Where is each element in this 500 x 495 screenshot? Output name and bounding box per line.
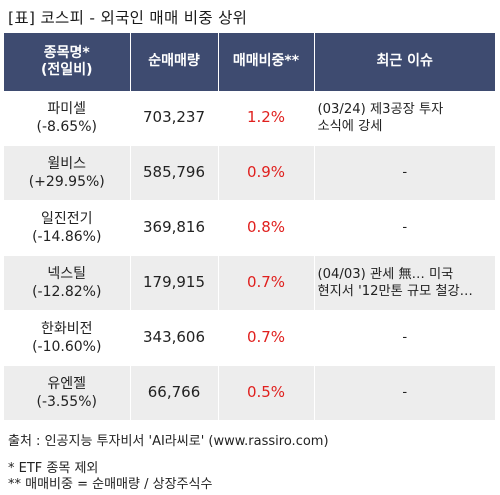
table-row: 파미셀 (-8.65%) 703,237 1.2% (03/24) 제3공장 투… xyxy=(4,91,495,146)
stock-change: (-8.65%) xyxy=(36,119,97,135)
table-header-row: 종목명* (전일비) 순매매량 매매비중** 최근 이슈 xyxy=(4,33,495,91)
recent-issue-line1: (03/24) 제3공장 투자 xyxy=(317,101,444,117)
recent-issue-line2: 소식에 강세 xyxy=(317,119,383,134)
trade-ratio: 0.7% xyxy=(218,255,315,311)
page-title: [표] 코스피 - 외국인 매매 비중 상위 xyxy=(8,9,248,27)
table-row: 유엔젤 (-3.55%) 66,766 0.5% - xyxy=(4,365,495,421)
stock-name: 윌비스 xyxy=(47,155,87,172)
header-recent-issue: 최근 이슈 xyxy=(314,33,495,91)
table-row: 일진전기 (-14.86%) 369,816 0.8% - xyxy=(4,200,495,256)
trade-ratio: 0.7% xyxy=(218,310,315,366)
stock-name-cell: 윌비스 (+29.95%) xyxy=(4,145,131,201)
stock-change: (-3.55%) xyxy=(36,394,97,410)
header-net-volume: 순매매량 xyxy=(130,33,219,91)
net-volume: 703,237 xyxy=(130,91,219,146)
header-stock-name: 종목명* (전일비) xyxy=(4,33,131,91)
recent-issue: - xyxy=(314,145,495,201)
stock-change: (-10.60%) xyxy=(32,339,102,355)
header-trade-ratio: 매매비중** xyxy=(218,33,315,91)
recent-issue-line2: 현지서 '12만톤 규모 철강… xyxy=(317,284,473,299)
stock-change: (+29.95%) xyxy=(28,174,105,190)
ratio-definition-note: ** 매매비중 = 순매매량 / 상장주식수 xyxy=(8,477,213,492)
stock-name: 유엔젤 xyxy=(47,375,87,392)
recent-issue: - xyxy=(314,365,495,421)
table-row: 한화비전 (-10.60%) 343,606 0.7% - xyxy=(4,310,495,366)
table-row: 넥스틸 (-12.82%) 179,915 0.7% (04/03) 관세 無…… xyxy=(4,255,495,311)
stock-name-cell: 넥스틸 (-12.82%) xyxy=(4,255,131,311)
etf-note: * ETF 종목 제외 xyxy=(8,461,99,476)
source-note: 출처 : 인공지능 투자비서 'AI라씨로' (www.rassiro.com) xyxy=(8,434,329,449)
stock-name: 파미셀 xyxy=(47,100,87,117)
recent-issue-line1: (04/03) 관세 無… 미국 xyxy=(317,266,454,282)
stock-name-cell: 유엔젤 (-3.55%) xyxy=(4,365,131,421)
recent-issue: (03/24) 제3공장 투자 소식에 강세 xyxy=(314,91,495,146)
header-stock-name-line2: (전일비) xyxy=(41,62,93,78)
table-row: 윌비스 (+29.95%) 585,796 0.9% - xyxy=(4,145,495,201)
stock-name: 일진전기 xyxy=(40,210,93,227)
stock-change: (-12.82%) xyxy=(32,284,102,300)
trade-ratio: 0.8% xyxy=(218,200,315,256)
trade-ratio: 0.9% xyxy=(218,145,315,201)
stock-change: (-14.86%) xyxy=(32,229,102,245)
stock-name-cell: 파미셀 (-8.65%) xyxy=(4,91,131,146)
stock-name-cell: 일진전기 (-14.86%) xyxy=(4,200,131,256)
net-volume: 369,816 xyxy=(130,200,219,256)
stock-name: 넥스틸 xyxy=(47,265,87,282)
recent-issue: - xyxy=(314,310,495,366)
net-volume: 66,766 xyxy=(130,365,219,421)
net-volume: 179,915 xyxy=(130,255,219,311)
foreign-trade-table: 종목명* (전일비) 순매매량 매매비중** 최근 이슈 파미셀 (-8.65%… xyxy=(4,33,495,421)
header-stock-name-line1: 종목명* xyxy=(43,44,90,61)
net-volume: 585,796 xyxy=(130,145,219,201)
recent-issue: (04/03) 관세 無… 미국 현지서 '12만톤 규모 철강… xyxy=(314,255,495,311)
recent-issue: - xyxy=(314,200,495,256)
stock-name: 한화비전 xyxy=(40,320,93,337)
net-volume: 343,606 xyxy=(130,310,219,366)
stock-name-cell: 한화비전 (-10.60%) xyxy=(4,310,131,366)
trade-ratio: 1.2% xyxy=(218,91,315,146)
trade-ratio: 0.5% xyxy=(218,365,315,421)
